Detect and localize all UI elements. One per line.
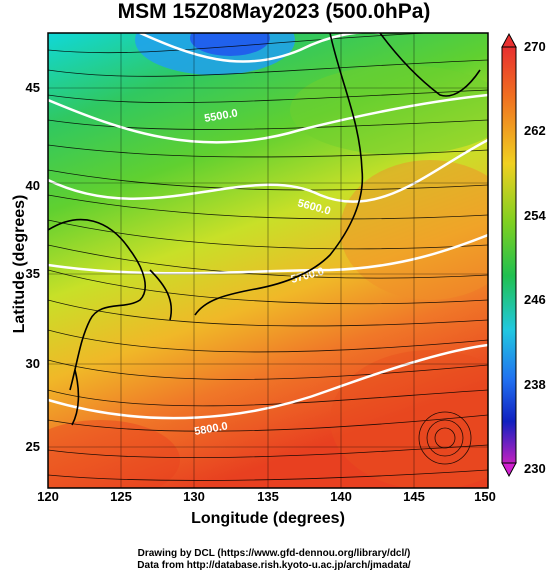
x-axis-title: Longitude (degrees) <box>191 510 345 527</box>
colorbar-tick: 270 <box>524 39 546 54</box>
coastlines <box>48 33 481 426</box>
y-tick: 45 <box>25 80 40 95</box>
plot-frame <box>47 32 489 489</box>
contour-label-5500: 5500.0 <box>203 107 238 125</box>
colorbar-tick: 262 <box>524 123 546 138</box>
x-tick: 130 <box>183 489 205 504</box>
credits-drawing: Drawing by DCL (https://www.gfd-dennou.o… <box>137 548 411 559</box>
grid-lines <box>48 33 488 488</box>
y-tick: 40 <box>25 178 40 193</box>
colorbar-tick: 254 <box>524 208 546 223</box>
x-tick: 150 <box>474 489 496 504</box>
x-tick: 135 <box>257 489 279 504</box>
y-axis-title: Latitude (degrees) <box>11 194 28 334</box>
map-title: MSM 15Z08May2023 (500.0hPa) <box>117 0 431 23</box>
colorbar <box>501 32 517 478</box>
colorbar-tick: 238 <box>524 377 546 392</box>
height-contours <box>48 33 488 420</box>
colorbar-tick: 230 <box>524 461 546 476</box>
colorbar-min-arrow <box>501 462 517 478</box>
colorbar-max-arrow <box>501 32 517 48</box>
x-tick: 125 <box>110 489 132 504</box>
y-tick: 30 <box>25 356 40 371</box>
colorbar-tick: 246 <box>524 292 546 307</box>
contour-label-5800: 5800.0 <box>193 420 228 438</box>
x-tick: 120 <box>37 489 59 504</box>
y-tick: 35 <box>25 266 40 281</box>
y-tick: 25 <box>25 439 40 454</box>
x-tick: 145 <box>403 489 425 504</box>
wind-streamlines <box>48 33 488 481</box>
temperature-field <box>48 33 488 488</box>
x-tick: 140 <box>330 489 352 504</box>
credits-data: Data from http://database.rish.kyoto-u.a… <box>137 560 411 571</box>
